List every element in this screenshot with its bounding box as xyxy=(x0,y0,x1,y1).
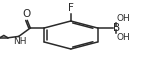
Text: OH: OH xyxy=(116,14,130,23)
Text: OH: OH xyxy=(116,33,130,42)
Text: B: B xyxy=(113,23,120,33)
Text: NH: NH xyxy=(13,37,26,46)
Text: O: O xyxy=(22,9,31,19)
Text: F: F xyxy=(68,3,74,13)
